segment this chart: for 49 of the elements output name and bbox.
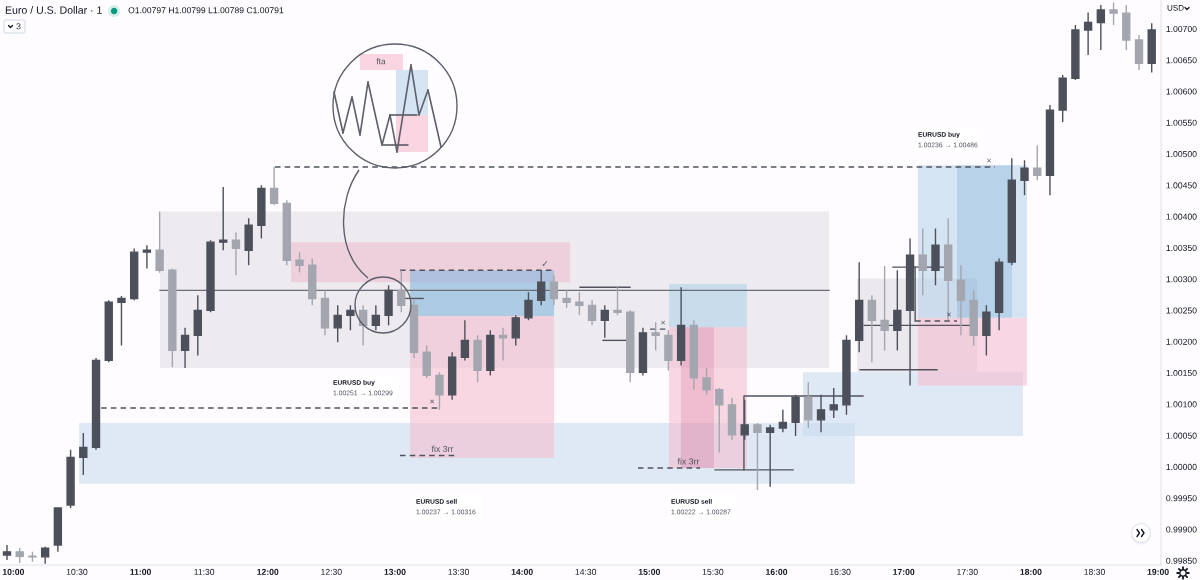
y-tick-label: 1.00150 xyxy=(1166,370,1197,377)
x-tick-label: 16:00 xyxy=(766,568,788,575)
y-tick-label: 1.00100 xyxy=(1166,401,1197,408)
y-tick-label: 1.00550 xyxy=(1166,119,1197,126)
y-tick-label: 0.99900 xyxy=(1166,526,1197,533)
annotation: × xyxy=(430,399,435,404)
y-tick-label: 1.00200 xyxy=(1166,338,1197,345)
annotation: × xyxy=(661,320,665,325)
annotation: fix 3rr xyxy=(431,445,454,453)
x-tick-label: 19:00 xyxy=(1147,568,1169,575)
x-tick-label: 10:00 xyxy=(2,568,25,575)
y-tick-label: 1.00000 xyxy=(1166,463,1197,470)
y-tick-label: 1.00700 xyxy=(1166,25,1197,32)
x-tick-label: 13:00 xyxy=(384,568,406,575)
y-tick-label: 1.00350 xyxy=(1166,244,1197,251)
annotation: × xyxy=(947,312,951,317)
annotation: fta xyxy=(376,58,386,65)
x-tick-label: 18:00 xyxy=(1020,568,1042,575)
y-tick-label: 1.00300 xyxy=(1166,276,1197,283)
x-tick-label: 10:30 xyxy=(66,568,88,575)
y-tick-label: 0.99950 xyxy=(1166,495,1197,502)
annotation: ✓ xyxy=(542,261,548,266)
x-tick-label: 13:30 xyxy=(448,568,469,575)
text: O1.00797 H1.00799 L1.00789 C1.00791 xyxy=(128,7,284,14)
y-tick-label: 1.00600 xyxy=(1166,88,1197,95)
x-tick-label: 15:30 xyxy=(702,568,724,575)
x-tick-label: 17:00 xyxy=(893,568,915,575)
y-axis-title: USD xyxy=(1167,4,1184,11)
x-tick-label: 14:30 xyxy=(575,568,597,575)
y-tick-label: 1.00400 xyxy=(1166,213,1197,220)
y-tick-label: 1.00050 xyxy=(1166,432,1197,439)
y-tick-label: 1.00650 xyxy=(1166,57,1197,64)
y-tick-label: 1.00500 xyxy=(1166,151,1197,158)
annotation: × xyxy=(987,158,991,163)
x-tick-label: 12:30 xyxy=(321,568,342,575)
annotation: fix 3rr xyxy=(677,458,700,465)
x-tick-label: 15:00 xyxy=(638,568,660,575)
x-tick-label: 14:00 xyxy=(511,568,533,575)
annotation: 3 xyxy=(16,23,21,30)
y-tick-label: 0.99850 xyxy=(1166,557,1197,564)
y-tick-label: 1.00250 xyxy=(1166,307,1197,314)
y-tick-label: 1.00450 xyxy=(1166,182,1197,189)
x-tick-label: 16:30 xyxy=(829,568,851,575)
chart-title: Euro / U.S. Dollar · 1 xyxy=(5,6,102,14)
x-tick-label: 12:00 xyxy=(257,568,279,575)
x-tick-label: 11:00 xyxy=(130,568,151,575)
x-tick-label: 11:30 xyxy=(194,568,215,575)
x-tick-label: 18:30 xyxy=(1084,568,1105,575)
x-tick-label: 17:30 xyxy=(957,568,978,575)
